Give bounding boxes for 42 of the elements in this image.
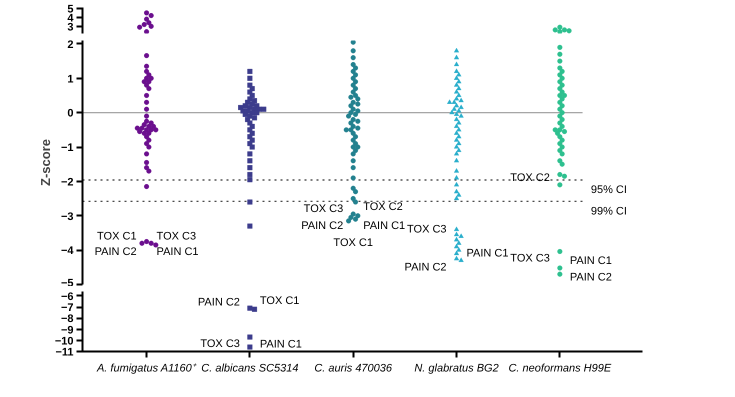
annotation: PAIN C2 [94, 246, 137, 258]
annotation: TOX C1 [260, 295, 300, 308]
y-tick-label: −7 [60, 302, 74, 314]
y-tick-label: −11 [55, 346, 74, 358]
annotation: PAIN C2 [570, 272, 612, 284]
x-tick-label: N. glabratus BG2 [414, 362, 499, 374]
y-tick-label: −4 [60, 245, 74, 258]
annotation: PAIN C1 [570, 255, 612, 268]
y-tick-label: −6 [60, 290, 74, 303]
annotation: TOX C3 [510, 252, 550, 265]
annotation: TOX C3 [304, 202, 344, 215]
y-axis-title: Z-score [38, 139, 53, 186]
y-tick-label: −3 [60, 210, 74, 223]
y-tick-label: −1 [60, 142, 74, 154]
annotation: PAIN C2 [404, 261, 447, 274]
annotation: TOX C3 [200, 338, 240, 350]
y-tick-label: 1 [67, 73, 74, 86]
annotation: TOX C3 [156, 230, 196, 242]
annotation: PAIN C2 [301, 220, 344, 232]
y-tick-label: 2 [67, 38, 74, 51]
x-tick-label: C. neoformans H99E [508, 362, 612, 374]
annotation: PAIN C1 [363, 220, 406, 232]
x-tick-label: C. auris 470036 [314, 362, 393, 374]
x-tick-label: C. albicans SC5314 [201, 362, 299, 374]
y-tick-label: −10 [54, 335, 74, 348]
x-tick-label: A. fumigatus A1160⁺ [96, 362, 198, 374]
annotation: PAIN C1 [466, 247, 509, 260]
annotation: TOX C2 [510, 172, 550, 184]
y-tick-label: −9 [60, 324, 74, 336]
y-tick-label: −2 [60, 176, 74, 188]
ref-line-label: 95% CI [590, 184, 627, 196]
annotation: TOX C2 [363, 201, 403, 214]
ref-line-label: 99% CI [590, 205, 627, 218]
annotation: PAIN C1 [260, 338, 302, 350]
y-tick-label: 0 [67, 108, 74, 120]
annotation: TOX C1 [97, 230, 137, 242]
annotation: TOX C1 [333, 236, 373, 249]
y-tick-label: −8 [60, 313, 74, 326]
annotation: PAIN C1 [156, 246, 199, 258]
annotation: TOX C3 [406, 223, 447, 236]
y-tick-label: 3 [67, 21, 74, 34]
annotation: PAIN C2 [198, 296, 240, 308]
